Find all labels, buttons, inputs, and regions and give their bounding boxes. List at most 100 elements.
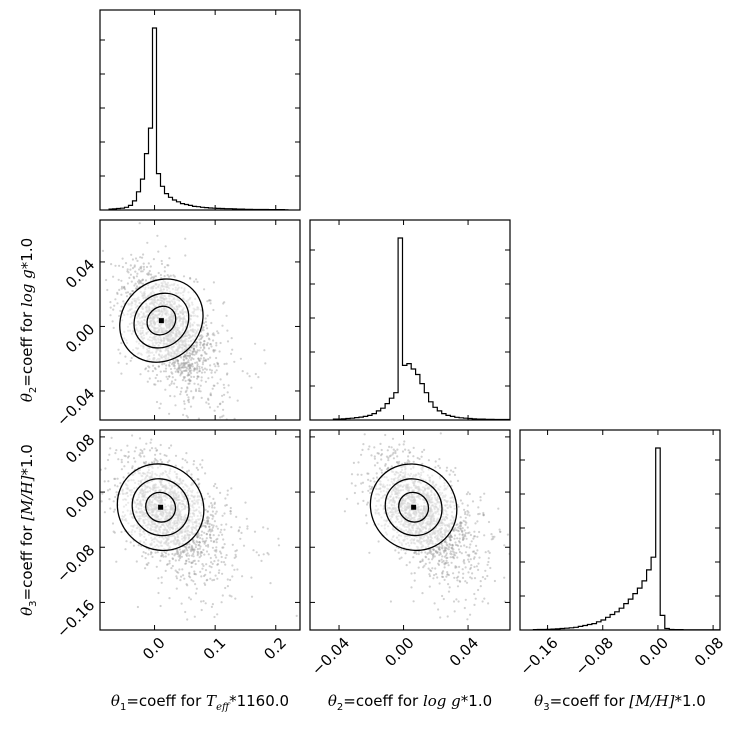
scatter-point <box>204 539 208 542</box>
scatter-point <box>188 373 191 377</box>
scatter-point <box>156 460 159 463</box>
scatter-point <box>198 370 201 373</box>
scatter-point <box>431 558 434 561</box>
scatter-point <box>91 521 93 523</box>
scatter-point <box>187 373 190 376</box>
scatter-point <box>184 390 187 394</box>
scatter-point <box>136 605 139 609</box>
scatter-point <box>202 326 205 329</box>
scatter-point <box>434 549 437 553</box>
scatter-point <box>196 375 199 378</box>
scatter-point <box>179 364 182 367</box>
scatter-point <box>186 470 189 473</box>
scatter-point <box>193 344 196 347</box>
scatter-point <box>145 563 148 566</box>
scatter-point <box>155 373 159 377</box>
scatter-point <box>123 288 127 291</box>
scatter-point <box>482 513 485 516</box>
scatter-point <box>201 537 204 541</box>
scatter-point <box>482 514 485 517</box>
scatter-point <box>196 550 199 553</box>
scatter-point <box>150 551 153 554</box>
scatter-point <box>140 422 142 424</box>
scatter-point <box>219 378 222 381</box>
scatter-point <box>129 273 132 276</box>
scatter-point <box>452 548 455 551</box>
scatter-point <box>493 579 496 583</box>
scatter-point <box>192 463 195 466</box>
scatter-point <box>108 488 111 491</box>
scatter-point <box>277 537 280 540</box>
contour-level-2 <box>133 292 190 349</box>
scatter-point <box>204 352 207 355</box>
scatter-point <box>193 353 196 356</box>
scatter-point <box>447 583 450 586</box>
scatter-point <box>447 590 451 593</box>
scatter-point <box>443 562 446 565</box>
scatter-point <box>195 345 198 348</box>
scatter-point <box>405 564 408 567</box>
scatter-point <box>402 443 405 446</box>
scatter-point <box>184 610 187 614</box>
scatter-point <box>116 291 119 294</box>
scatter-point <box>366 472 369 475</box>
scatter-point <box>171 376 174 379</box>
scatter-point <box>203 540 206 543</box>
scatter-point <box>221 546 224 549</box>
scatter-point <box>138 437 142 440</box>
scatter-point <box>240 531 243 535</box>
scatter-point <box>391 453 394 456</box>
scatter-point <box>207 398 210 401</box>
scatter-point <box>224 556 227 560</box>
scatter-point <box>205 334 208 338</box>
scatter-point <box>254 372 257 376</box>
scatter-point <box>197 532 200 536</box>
scatter-point <box>134 460 137 463</box>
scatter-point <box>231 564 234 567</box>
scatter-point <box>107 480 110 483</box>
scatter-point <box>445 543 448 546</box>
scatter-point <box>491 535 494 538</box>
scatter-point <box>467 558 470 561</box>
scatter-point <box>170 371 173 374</box>
scatter-point <box>455 576 459 579</box>
scatter-point <box>473 592 476 596</box>
scatter-point <box>208 536 212 539</box>
scatter-point <box>184 562 187 565</box>
scatter-point <box>166 264 169 267</box>
scatter-point <box>530 542 532 544</box>
scatter-point <box>149 553 152 556</box>
scatter-point <box>460 522 463 525</box>
scatter-point <box>456 529 459 532</box>
scatter-point <box>211 504 214 507</box>
histogram-step-2 <box>332 237 510 421</box>
scatter-point <box>183 353 186 356</box>
scatter-point <box>176 361 179 365</box>
scatter-point <box>191 548 194 551</box>
scatter-point <box>389 454 392 457</box>
scatter-point <box>209 394 213 397</box>
scatter-point <box>203 340 206 343</box>
scatter-point <box>179 374 182 377</box>
scatter-point <box>515 529 517 531</box>
scatter-point <box>196 541 199 544</box>
scatter-point <box>163 266 166 269</box>
scatter-point <box>141 282 145 285</box>
scatter-point <box>453 473 457 476</box>
scatter-point <box>213 502 216 506</box>
scatter-point <box>164 552 168 555</box>
scatter-point <box>216 563 220 566</box>
scatter-point <box>205 359 208 362</box>
scatter-point <box>183 402 186 405</box>
scatter-point <box>183 407 186 410</box>
scatter-point <box>194 573 198 576</box>
scatter-point <box>172 274 175 277</box>
scatter-point <box>217 534 220 537</box>
scatter-point <box>205 532 208 536</box>
scatter-point <box>189 365 193 368</box>
scatter-point <box>479 496 482 499</box>
scatter-point <box>192 357 195 361</box>
scatter-point <box>171 372 174 375</box>
scatter-point <box>225 554 228 557</box>
scatter-point <box>179 557 182 560</box>
